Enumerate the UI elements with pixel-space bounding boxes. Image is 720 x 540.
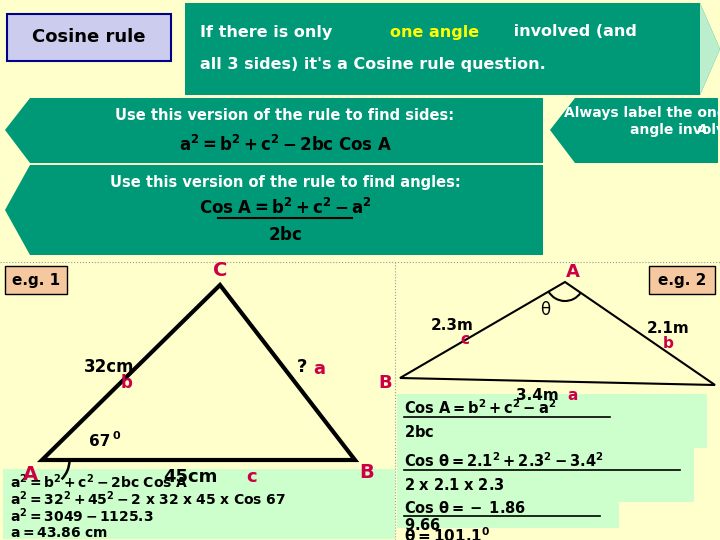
Text: Always label the one: Always label the one [564, 106, 720, 120]
Text: $\bf{a^2 = b^2 + c^2 - 2bc\ Cos\ A}$: $\bf{a^2 = b^2 + c^2 - 2bc\ Cos\ A}$ [179, 135, 392, 155]
Text: a: a [313, 360, 325, 377]
Text: C: C [213, 261, 228, 280]
Text: A: A [566, 263, 580, 281]
Text: 67: 67 [89, 435, 111, 449]
Text: $\mathbf{a = 43.86\ cm}$: $\mathbf{a = 43.86\ cm}$ [10, 526, 108, 540]
Text: c: c [247, 468, 257, 486]
Polygon shape [550, 98, 718, 163]
Text: $\mathbf{a^2 = 32^2 + 45^2 - 2\ x\ 32\ x\ 45\ x\ Cos\ 67}$: $\mathbf{a^2 = 32^2 + 45^2 - 2\ x\ 32\ x… [10, 490, 286, 508]
FancyBboxPatch shape [649, 266, 715, 294]
Text: $\mathbf{9.66}$: $\mathbf{9.66}$ [404, 517, 441, 533]
Polygon shape [700, 3, 720, 95]
Text: 45cm: 45cm [163, 468, 217, 486]
Text: 2.3m: 2.3m [431, 318, 474, 333]
Text: Cosine rule: Cosine rule [32, 28, 145, 46]
Text: B: B [359, 462, 374, 482]
FancyBboxPatch shape [7, 14, 171, 61]
Text: $\mathbf{a^2 = 3049 - 1125.3}$: $\mathbf{a^2 = 3049 - 1125.3}$ [10, 507, 154, 525]
Text: $\bf{Cos\ A = b^2 + c^2 - a^2}$: $\bf{Cos\ A = b^2 + c^2 - a^2}$ [199, 198, 372, 218]
Text: $\mathbf{a^2 = b^2 + c^2 - 2bc\ Cos\ A}$: $\mathbf{a^2 = b^2 + c^2 - 2bc\ Cos\ A}$ [10, 472, 188, 491]
Polygon shape [185, 3, 720, 95]
Text: $\mathbf{2bc}$: $\mathbf{2bc}$ [404, 424, 434, 440]
Text: $\mathbf{Cos\ A = b^2 + c^2 - a^2}$: $\mathbf{Cos\ A = b^2 + c^2 - a^2}$ [404, 399, 556, 417]
Polygon shape [5, 165, 543, 255]
Text: $\bf{2bc}$: $\bf{2bc}$ [268, 226, 302, 244]
Text: b: b [121, 374, 133, 391]
Polygon shape [5, 98, 543, 163]
Text: ?: ? [297, 357, 307, 375]
Text: Use this version of the rule to find sides:: Use this version of the rule to find sid… [115, 107, 454, 123]
Text: 2.1m: 2.1m [647, 321, 689, 336]
Text: B: B [378, 374, 392, 392]
Text: e.g. 1: e.g. 1 [12, 273, 60, 287]
Text: a: a [567, 388, 577, 403]
Text: If there is only: If there is only [200, 24, 338, 39]
FancyBboxPatch shape [3, 469, 395, 539]
Text: 3.4m: 3.4m [516, 388, 559, 403]
FancyBboxPatch shape [5, 266, 67, 294]
Text: c: c [460, 333, 469, 348]
FancyBboxPatch shape [397, 394, 707, 448]
Text: one angle: one angle [390, 24, 479, 39]
FancyBboxPatch shape [397, 502, 619, 528]
Text: A: A [697, 123, 708, 137]
Text: 32cm: 32cm [84, 357, 134, 375]
Text: e.g. 2: e.g. 2 [658, 273, 706, 287]
Text: $\mathbf{\theta = 101.1^0}$: $\mathbf{\theta = 101.1^0}$ [404, 526, 490, 540]
Text: Use this version of the rule to find angles:: Use this version of the rule to find ang… [109, 176, 460, 191]
Text: all 3 sides) it's a Cosine rule question.: all 3 sides) it's a Cosine rule question… [200, 57, 546, 72]
FancyBboxPatch shape [397, 448, 694, 502]
Text: $\mathbf{Cos\ \theta = -\ 1.86}$: $\mathbf{Cos\ \theta = -\ 1.86}$ [404, 500, 526, 516]
Text: $\mathbf{Cos\ \theta = 2.1^2 + 2.3^2 - 3.4^2}$: $\mathbf{Cos\ \theta = 2.1^2 + 2.3^2 - 3… [404, 451, 603, 470]
Text: $\mathbf{2\ x\ 2.1\ x\ 2.3}$: $\mathbf{2\ x\ 2.1\ x\ 2.3}$ [404, 477, 505, 493]
Text: b: b [662, 336, 673, 351]
Text: involved (and: involved (and [508, 24, 637, 39]
Text: θ: θ [540, 301, 550, 319]
Text: 0: 0 [112, 431, 120, 441]
Text: angle involved -: angle involved - [630, 123, 720, 137]
Text: A: A [22, 464, 37, 483]
